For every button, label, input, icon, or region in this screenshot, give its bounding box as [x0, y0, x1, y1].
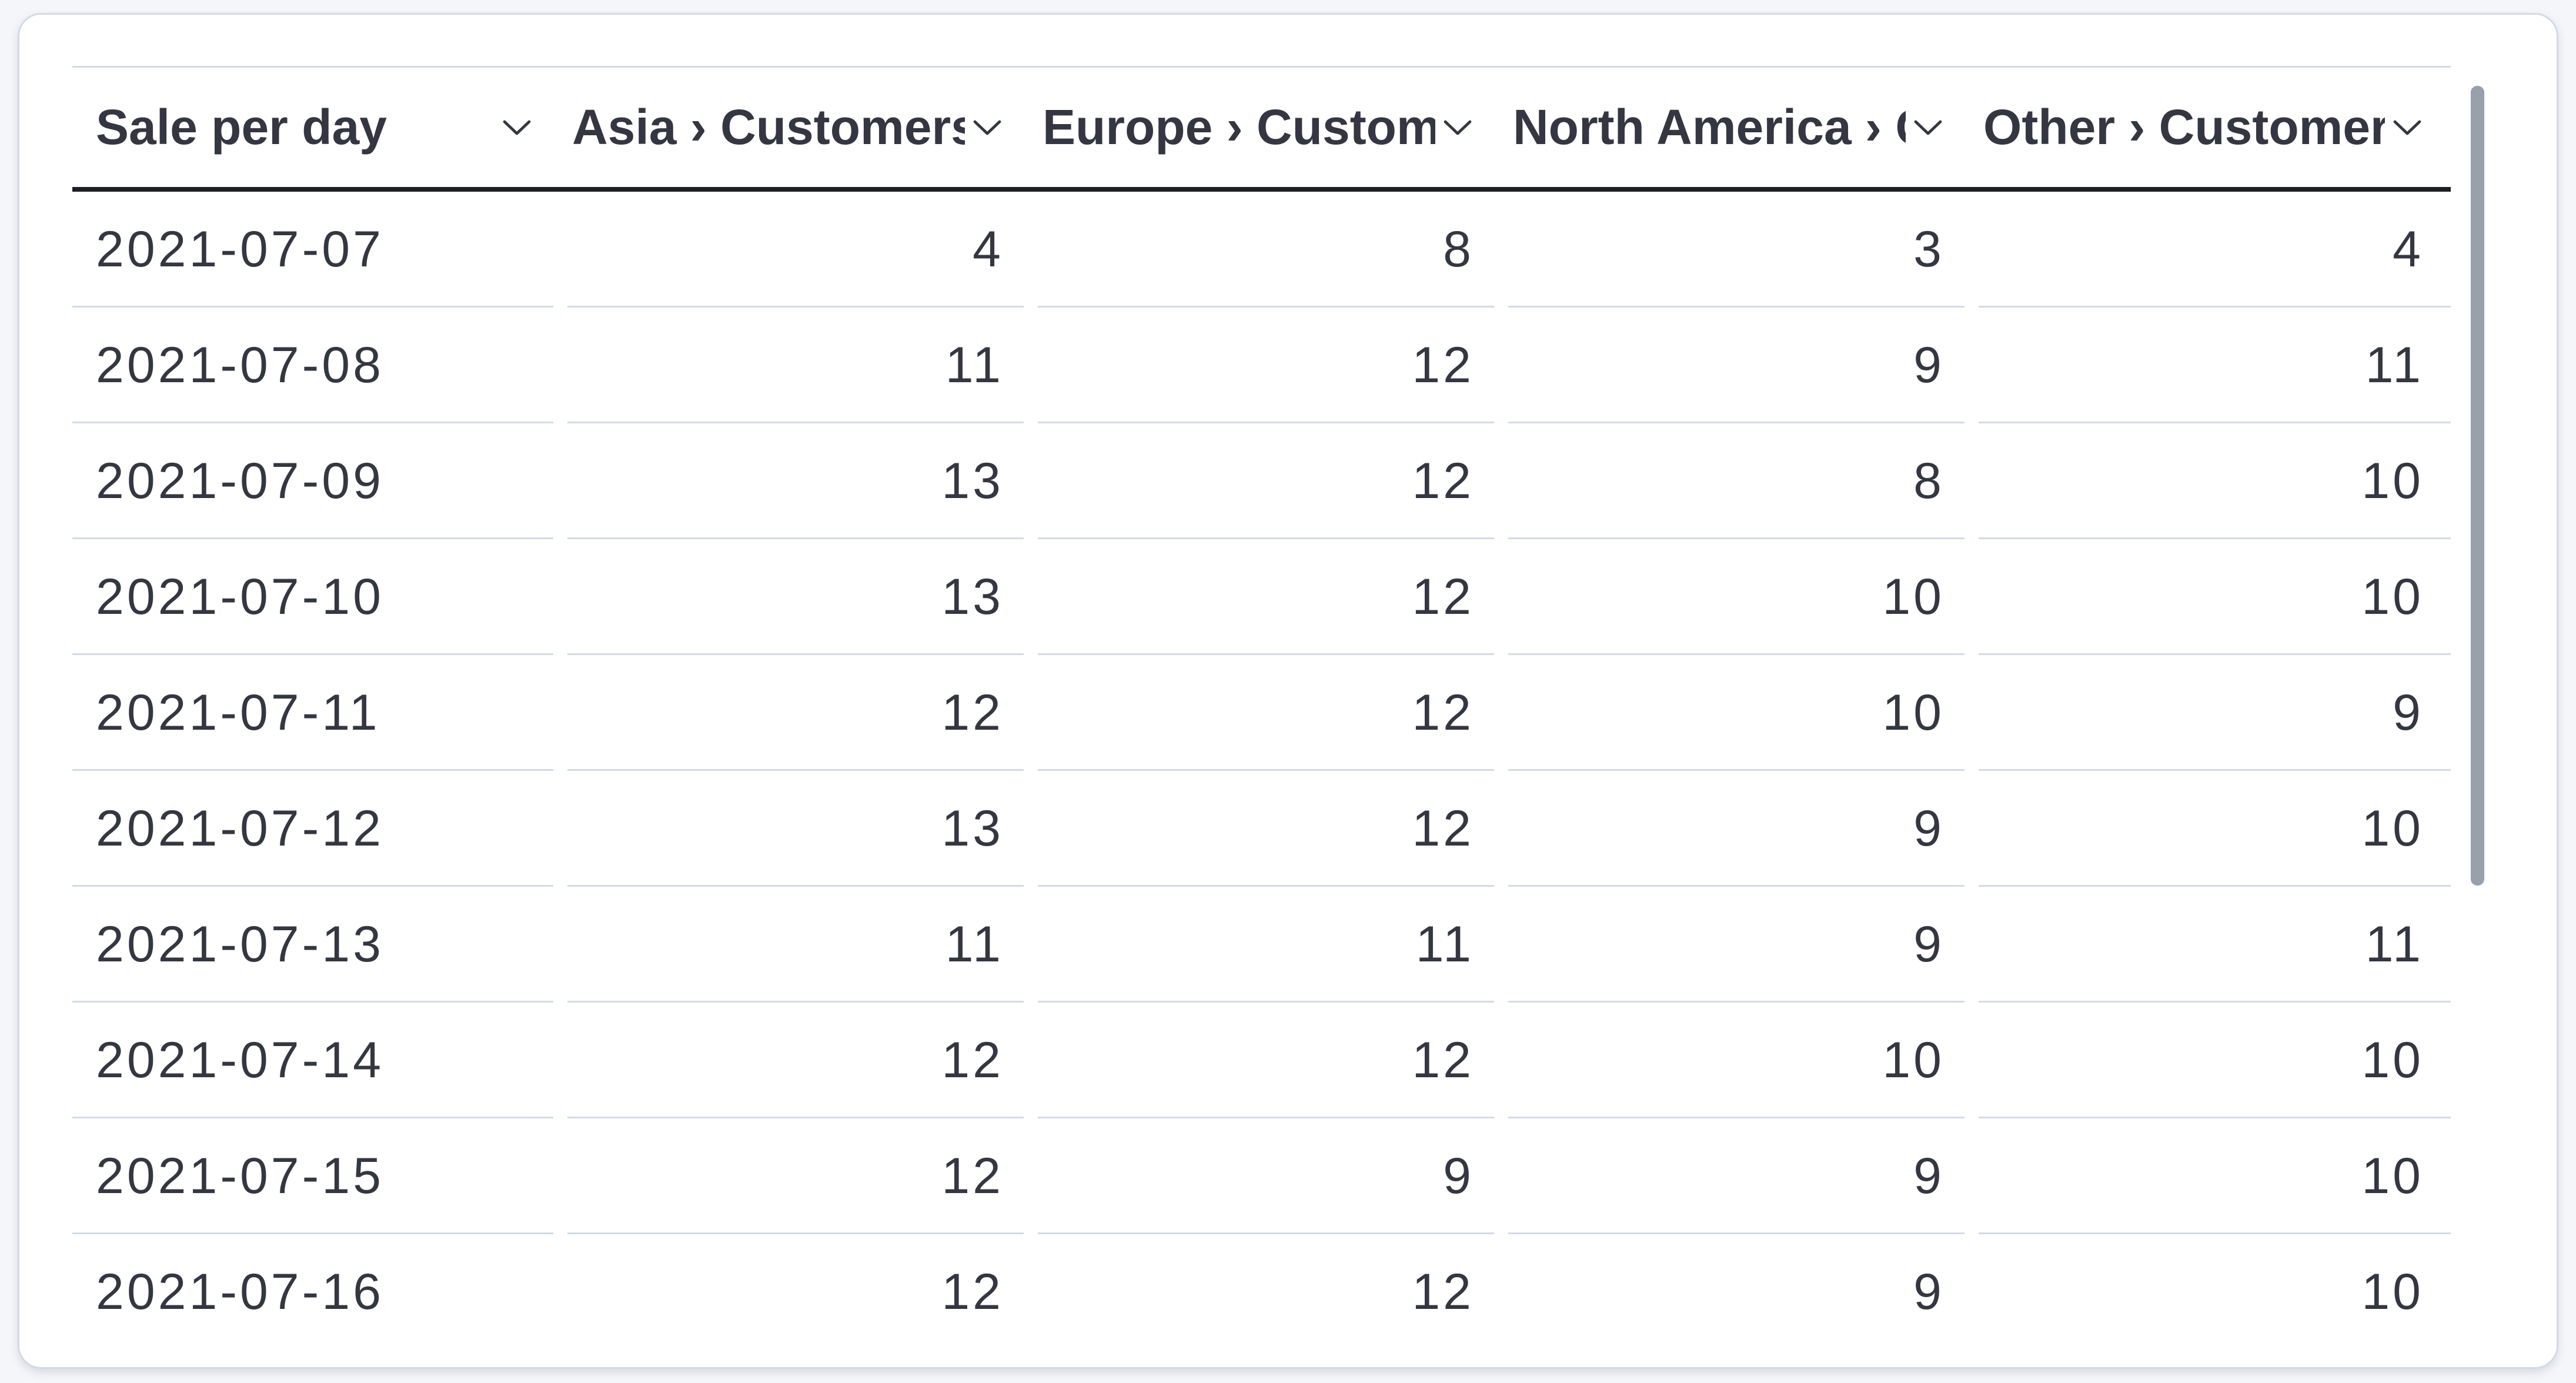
value-cell: 12: [1031, 423, 1501, 539]
table-row: 2021-07-08 11 12 9 11: [72, 308, 2451, 423]
table-row: 2021-07-13 11 11 9 11: [72, 887, 2451, 1003]
value-cell: 12: [941, 1264, 1004, 1320]
datatable-panel: Sale per day Asia › Customers Europe › Cus…: [18, 13, 2558, 1369]
column-header-label: Asia › Customers: [572, 99, 965, 155]
value-cell: 12: [1031, 771, 1501, 887]
value-cell: 10: [1501, 539, 1972, 655]
table-row: 2021-07-09 13 12 8 10: [72, 423, 2451, 539]
date-cell: 2021-07-11: [72, 655, 560, 771]
date-cell: 2021-07-13: [72, 887, 560, 1003]
value-cell: 12: [560, 1118, 1031, 1234]
table-row: 2021-07-14 12 12 10 10: [72, 1003, 2451, 1118]
value-cell: 12: [1031, 1003, 1501, 1118]
date-cell: 2021-07-15: [72, 1118, 560, 1234]
value-cell: 10: [1501, 1003, 1972, 1118]
value-cell: 10: [1972, 423, 2451, 539]
table-row: 2021-07-11 12 12 10 9: [72, 655, 2451, 771]
value-cell: 11: [560, 308, 1031, 423]
value-cell: 10: [1501, 655, 1972, 771]
column-header-2[interactable]: Europe › Customers: [1031, 68, 1501, 187]
column-header-4[interactable]: Other › Customers: [1972, 68, 2451, 187]
chevron-down-icon[interactable]: [1442, 119, 1473, 136]
table-row: 2021-07-15 12 9 9 10: [72, 1118, 2451, 1234]
header-row: Sale per day Asia › Customers Europe › Cus…: [72, 66, 2451, 192]
column-header-0[interactable]: Sale per day: [72, 68, 560, 187]
date-cell: 2021-07-08: [72, 308, 560, 423]
value-cell: 11: [1031, 887, 1501, 1003]
value-cell: 8: [1031, 192, 1501, 308]
value-cell: 3: [1501, 192, 1972, 308]
value-cell: 10: [1972, 1003, 2451, 1118]
grid-body: 2021-07-07 4 8 3 4 2021-07-08 11 12 9 11 2021-07-0…: [72, 192, 2451, 1350]
table-row: 2021-07-10 13 12 10 10: [72, 539, 2451, 655]
date-cell: 2021-07-14: [72, 1003, 560, 1118]
column-header-label: North America › Customers: [1513, 99, 1906, 155]
chevron-down-icon[interactable]: [2392, 119, 2423, 136]
date-cell: 2021-07-09: [72, 423, 560, 539]
value-cell: 9: [1501, 1118, 1972, 1234]
value-cell: 4: [1972, 192, 2451, 308]
value-cell: 9: [1501, 308, 1972, 423]
column-header-1[interactable]: Asia › Customers: [560, 68, 1031, 187]
value-cell: 9: [1913, 1264, 1944, 1320]
value-cell: 8: [1501, 423, 1972, 539]
value-cell: 11: [1972, 887, 2451, 1003]
value-cell: 10: [1972, 1118, 2451, 1234]
column-header-3[interactable]: North America › Customers: [1501, 68, 1972, 187]
value-cell: 9: [1501, 771, 1972, 887]
data-grid: Sale per day Asia › Customers Europe › Cus…: [72, 66, 2451, 1350]
value-cell: 11: [560, 887, 1031, 1003]
value-cell: 13: [560, 539, 1031, 655]
column-header-label: Europe › Customers: [1043, 99, 1435, 155]
value-cell: 12: [560, 1003, 1031, 1118]
value-cell: 13: [560, 423, 1031, 539]
value-cell: 9: [1972, 655, 2451, 771]
date-cell: 2021-07-10: [72, 539, 560, 655]
chevron-down-icon[interactable]: [1913, 119, 1943, 136]
date-cell: 2021-07-12: [72, 771, 560, 887]
value-cell: 10: [1972, 771, 2451, 887]
chevron-down-icon[interactable]: [972, 119, 1003, 136]
date-cell: 2021-07-07: [72, 192, 560, 308]
value-cell: 9: [1501, 887, 1972, 1003]
value-cell: 10: [1972, 539, 2451, 655]
date-cell: 2021-07-16: [96, 1264, 384, 1320]
value-cell: 12: [560, 655, 1031, 771]
value-cell: 11: [1972, 308, 2451, 423]
value-cell: 12: [1031, 308, 1501, 423]
value-cell: 9: [1031, 1118, 1501, 1234]
value-cell: 4: [560, 192, 1031, 308]
column-header-label: Sale per day: [96, 99, 387, 155]
table-row: 2021-07-16 12 12 9 10: [72, 1234, 2451, 1350]
value-cell: 12: [1412, 1264, 1474, 1320]
value-cell: 12: [1031, 539, 1501, 655]
table-row: 2021-07-12 13 12 9 10: [72, 771, 2451, 887]
vertical-scrollbar-thumb[interactable]: [2471, 86, 2484, 886]
value-cell: 10: [2361, 1264, 2424, 1320]
table-row: 2021-07-07 4 8 3 4: [72, 192, 2451, 308]
chevron-down-icon[interactable]: [502, 119, 532, 136]
value-cell: 12: [1031, 655, 1501, 771]
column-header-label: Other › Customers: [1983, 99, 2385, 155]
value-cell: 13: [560, 771, 1031, 887]
